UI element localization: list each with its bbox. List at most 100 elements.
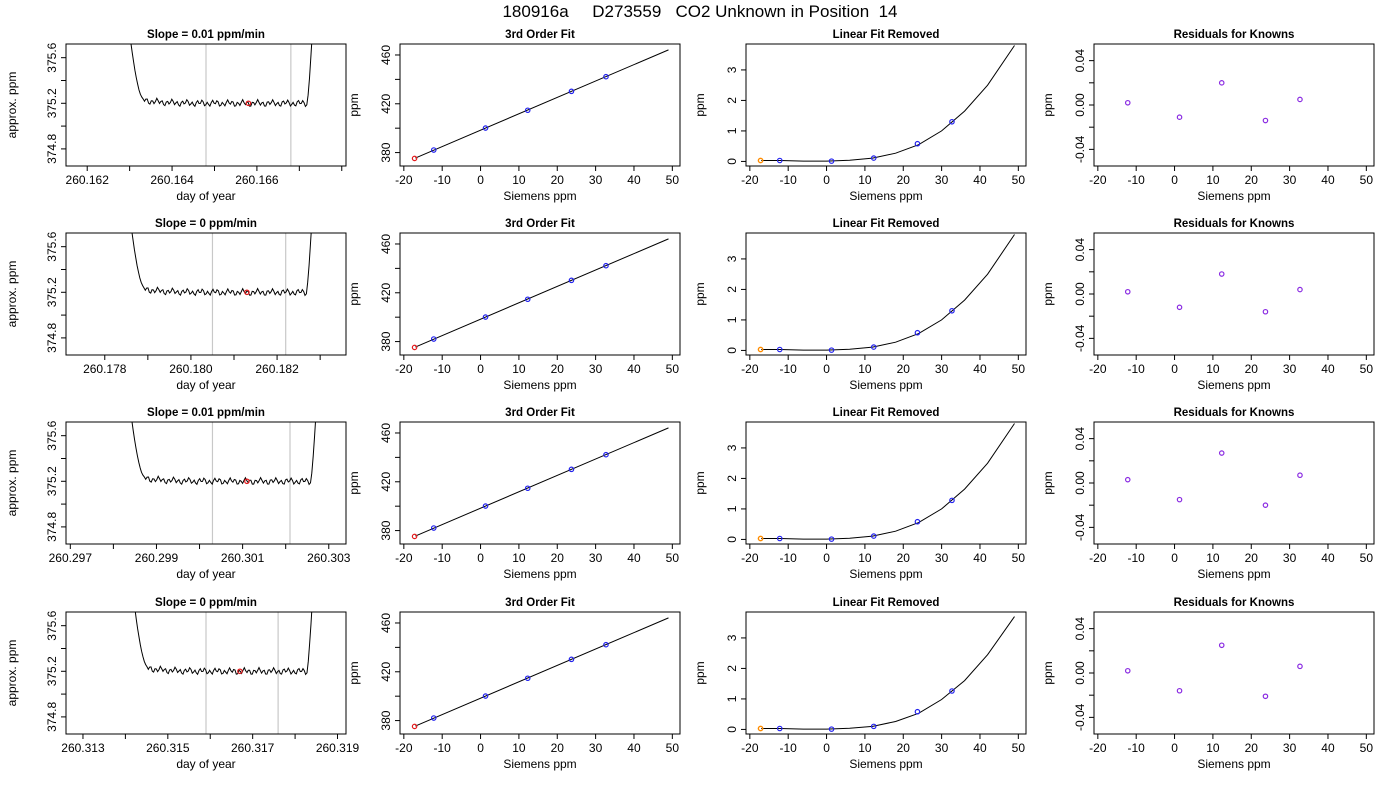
x-tick-label: 40 bbox=[1321, 173, 1335, 187]
chart-title: Residuals for Knowns bbox=[1174, 29, 1295, 41]
residual-point bbox=[1218, 80, 1225, 86]
unknown-point bbox=[757, 157, 764, 164]
y-tick-label: 375.6 bbox=[45, 42, 59, 72]
fit-line bbox=[415, 617, 669, 727]
residual-point bbox=[1262, 117, 1269, 124]
y-tick-label: 1 bbox=[725, 127, 739, 134]
y-axis-label: ppm bbox=[1041, 93, 1055, 116]
x-tick-label: -20 bbox=[741, 362, 759, 376]
residual-point bbox=[1124, 99, 1131, 106]
y-tick-label: 0.00 bbox=[1073, 471, 1087, 495]
x-tick-label: 30 bbox=[589, 362, 603, 376]
chart-panel-linfit: Linear Fit Removed -20 -10 0 10 20 30 40 50 0 1 2 3 S… bbox=[693, 597, 1027, 771]
chart-title: Slope = 0 ppm/min bbox=[155, 218, 257, 230]
y-tick-label: 3 bbox=[725, 66, 739, 73]
x-axis-label: day of year bbox=[176, 378, 235, 392]
known-point bbox=[776, 725, 783, 732]
x-tick-label: 30 bbox=[589, 741, 603, 755]
plot-content bbox=[757, 234, 1015, 353]
x-tick-label: -20 bbox=[1089, 741, 1107, 755]
x-tick-label: 260.313 bbox=[61, 741, 105, 755]
concentration-trace bbox=[130, 44, 313, 108]
x-axis-label: Siemens ppm bbox=[849, 378, 922, 392]
y-tick-label: 1 bbox=[725, 505, 739, 512]
x-tick-label: -10 bbox=[434, 741, 452, 755]
y-tick-label: 0.04 bbox=[1073, 617, 1087, 641]
x-tick-label: -10 bbox=[1128, 173, 1146, 187]
residual-point bbox=[1262, 308, 1269, 315]
y-tick-label: -0.04 bbox=[1073, 324, 1087, 352]
chart-panel-fit: 3rd Order Fit -20 -10 0 10 20 30 40 50 380 420 460 S… bbox=[347, 407, 681, 581]
chart-title: Slope = 0 ppm/min bbox=[155, 597, 257, 609]
known-point bbox=[568, 88, 575, 95]
known-point bbox=[430, 147, 437, 153]
y-tick-label: 0.00 bbox=[1073, 661, 1087, 685]
x-tick-label: 30 bbox=[589, 551, 603, 565]
chart-panel-trace: Slope = 0.01 ppm/min 260.297 260.299 260.30… bbox=[5, 407, 351, 581]
x-tick-label: 0 bbox=[823, 551, 830, 565]
plot-content bbox=[411, 617, 669, 730]
x-tick-label: 10 bbox=[1206, 551, 1220, 565]
x-tick-label: 0 bbox=[477, 173, 484, 187]
x-tick-label: 40 bbox=[1321, 741, 1335, 755]
y-tick-label: 380 bbox=[379, 520, 393, 540]
chart-panel-trace: Slope = 0 ppm/min 260.178 260.180 260.182 37… bbox=[5, 218, 347, 392]
residual-point bbox=[1297, 286, 1303, 293]
x-tick-label: 0 bbox=[823, 173, 830, 187]
x-tick-label: 0 bbox=[477, 362, 484, 376]
chart-panel-fit: 3rd Order Fit -20 -10 0 10 20 30 40 50 380 420 460 S… bbox=[347, 218, 681, 392]
fit-curve bbox=[761, 616, 1015, 730]
x-tick-label: 260.317 bbox=[231, 741, 275, 755]
plot-frame bbox=[745, 421, 1027, 545]
x-tick-label: 10 bbox=[858, 362, 872, 376]
y-axis-label: ppm bbox=[347, 661, 361, 684]
x-tick-label: 260.180 bbox=[169, 362, 213, 376]
x-tick-label: 0 bbox=[823, 741, 830, 755]
known-point bbox=[568, 466, 575, 473]
known-point bbox=[603, 451, 609, 458]
y-axis-label: approx. ppm bbox=[5, 72, 19, 139]
y-tick-label: 0.04 bbox=[1073, 427, 1087, 451]
y-tick-label: 374.8 bbox=[45, 134, 59, 164]
unknown-point bbox=[411, 155, 418, 162]
x-axis-label: day of year bbox=[176, 567, 235, 581]
x-tick-label: -20 bbox=[1089, 551, 1107, 565]
x-tick-label: 260.178 bbox=[83, 362, 127, 376]
x-tick-label: -10 bbox=[780, 362, 798, 376]
known-point bbox=[482, 503, 489, 509]
residual-point bbox=[1262, 693, 1269, 700]
fit-curve bbox=[761, 234, 1015, 351]
x-tick-label: 20 bbox=[1245, 741, 1259, 755]
chart-panel-fit: 3rd Order Fit -20 -10 0 10 20 30 40 50 380 420 460 S… bbox=[347, 597, 681, 771]
residual-point bbox=[1218, 642, 1225, 649]
y-tick-label: 0.04 bbox=[1073, 49, 1087, 73]
x-tick-label: 20 bbox=[551, 173, 565, 187]
x-tick-label: 0 bbox=[477, 551, 484, 565]
y-axis-label: ppm bbox=[1041, 471, 1055, 494]
y-tick-label: 374.8 bbox=[45, 323, 59, 353]
x-tick-label: 260.166 bbox=[235, 173, 279, 187]
x-tick-label: 40 bbox=[1321, 362, 1335, 376]
y-tick-label: 375.6 bbox=[45, 420, 59, 450]
y-tick-label: 0 bbox=[725, 536, 739, 543]
y-tick-label: 3 bbox=[725, 634, 739, 641]
y-tick-label: 0 bbox=[725, 726, 739, 733]
x-tick-label: 50 bbox=[1012, 741, 1026, 755]
y-tick-label: 374.8 bbox=[45, 512, 59, 542]
x-tick-label: -20 bbox=[741, 741, 759, 755]
chart-panel-linfit: Linear Fit Removed -20 -10 0 10 20 30 40 50 0 1 2 3 S… bbox=[693, 29, 1027, 203]
y-axis-label: ppm bbox=[693, 471, 707, 494]
x-tick-label: 50 bbox=[666, 362, 680, 376]
plot-content bbox=[757, 616, 1015, 732]
x-tick-label: -20 bbox=[1089, 173, 1107, 187]
plot-content bbox=[130, 44, 313, 166]
x-tick-label: 20 bbox=[897, 173, 911, 187]
x-tick-label: 0 bbox=[1171, 551, 1178, 565]
chart-panel-resid: Residuals for Knowns -20 -10 0 10 20 30 40 50 -0.… bbox=[1041, 218, 1375, 392]
y-axis-label: approx. ppm bbox=[5, 450, 19, 517]
residual-point bbox=[1176, 687, 1183, 694]
x-tick-label: 40 bbox=[627, 173, 641, 187]
known-point bbox=[949, 497, 955, 504]
known-point bbox=[870, 533, 877, 539]
x-tick-label: 50 bbox=[1360, 362, 1374, 376]
